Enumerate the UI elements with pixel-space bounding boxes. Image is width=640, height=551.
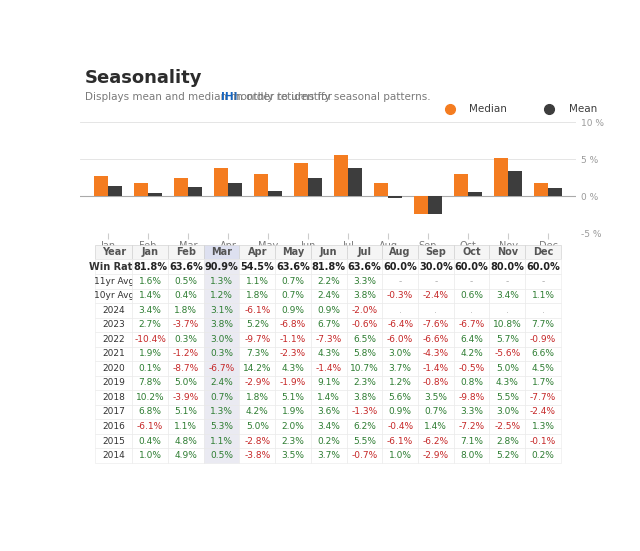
Bar (174, 179, 188, 196)
Bar (414, 196, 428, 214)
Text: IHI: IHI (221, 91, 237, 102)
Bar (348, 168, 362, 196)
Bar (134, 183, 148, 196)
Bar (228, 183, 242, 196)
Text: Median: Median (469, 104, 508, 114)
Bar (374, 183, 388, 196)
Bar (508, 171, 522, 196)
Bar (534, 183, 548, 196)
Bar (428, 196, 442, 214)
Bar (468, 192, 482, 196)
Bar (334, 155, 348, 196)
Bar (94, 176, 108, 196)
Text: Mean: Mean (568, 104, 597, 114)
Bar (268, 191, 282, 196)
Bar (454, 174, 468, 196)
Bar (308, 179, 322, 196)
Bar (214, 168, 228, 196)
Bar (108, 186, 122, 196)
Text: in order to identify seasonal patterns.: in order to identify seasonal patterns. (230, 91, 431, 102)
Text: Displays mean and median monthly returns for: Displays mean and median monthly returns… (85, 91, 335, 102)
Text: Seasonality: Seasonality (85, 68, 202, 87)
Bar (254, 174, 268, 196)
Bar (148, 193, 162, 196)
Bar (188, 187, 202, 196)
Bar (388, 196, 402, 198)
Bar (294, 163, 308, 196)
Bar (494, 158, 508, 196)
Bar (548, 188, 562, 196)
